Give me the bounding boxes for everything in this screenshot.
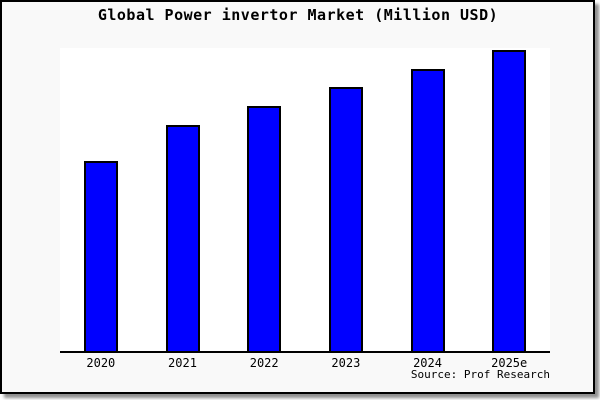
bars-container — [60, 48, 550, 351]
bar-slot-2024 — [387, 48, 469, 351]
bar-slot-2025e — [468, 48, 550, 351]
plot-area — [60, 48, 550, 353]
bar-slot-2023 — [305, 48, 387, 351]
x-tick-label-2020: 2020 — [86, 356, 116, 370]
chart-title: Global Power invertor Market (Million US… — [97, 6, 499, 24]
x-tick-label-2022: 2022 — [249, 356, 279, 370]
bar-2021 — [165, 125, 200, 351]
bar-slot-2021 — [142, 48, 224, 351]
bar-2022 — [247, 105, 282, 351]
bar-slot-2020 — [60, 48, 142, 351]
x-tick-label-2021: 2021 — [168, 356, 197, 370]
bar-slot-2022 — [223, 48, 305, 351]
x-tick-label-2023: 2023 — [331, 356, 361, 370]
bar-2025e — [492, 50, 527, 351]
x-tick-label-2024: 2024 — [413, 356, 442, 370]
x-axis-labels: 2020 2021 2022 2023 2024 2025e — [60, 356, 550, 370]
source-caption: Source: Prof Research — [410, 368, 550, 381]
x-tick-label-2025e: 2025e — [491, 356, 528, 370]
bar-2023 — [328, 86, 363, 351]
bar-2020 — [83, 161, 118, 351]
bar-2024 — [410, 68, 445, 351]
